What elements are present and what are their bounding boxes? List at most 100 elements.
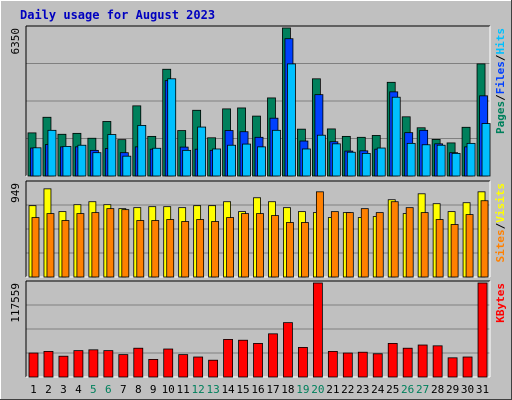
kbytes-bar-kbytes-day-15 xyxy=(238,339,248,378)
day-label-7: 7 xyxy=(120,383,127,396)
hits-files-pages-bar-hits-day-6 xyxy=(107,134,117,177)
day-label-2: 2 xyxy=(45,383,52,396)
kbytes-legend: KBytes xyxy=(494,283,507,323)
kbytes-bar-kbytes-day-19 xyxy=(298,347,308,378)
kbytes-bar-kbytes-day-6 xyxy=(103,350,114,378)
visits-sites-bar-sites-day-6 xyxy=(106,208,115,278)
kbytes-max-label: 117559 xyxy=(9,283,22,323)
kbytes-bar-kbytes-day-30 xyxy=(462,356,473,378)
visits-sites-legend-visits: Visits xyxy=(494,183,507,223)
hits-files-pages-bar-hits-day-4 xyxy=(77,144,87,177)
hits-files-pages-legend-separator: / xyxy=(494,94,507,101)
day-label-5: 5 xyxy=(90,383,97,396)
visits-sites-max-label: 949 xyxy=(9,183,22,203)
hits-files-pages-bar-hits-day-22 xyxy=(346,151,356,177)
hits-files-pages-bar-hits-day-17 xyxy=(272,129,281,177)
day-label-8: 8 xyxy=(135,383,142,396)
hits-files-pages-bar-hits-day-12 xyxy=(197,126,207,177)
kbytes-legend-kbytes: KBytes xyxy=(494,283,507,323)
kbytes-bar-kbytes-day-16 xyxy=(253,343,263,378)
visits-sites-bar-sites-day-3 xyxy=(61,220,70,278)
visits-sites-legend: Sites/Visits xyxy=(494,183,507,263)
visits-sites-bar-sites-day-12 xyxy=(196,219,205,278)
hits-files-pages-bar-hits-day-2 xyxy=(47,129,57,177)
visits-sites-bar-sites-day-15 xyxy=(241,213,249,278)
day-label-4: 4 xyxy=(75,383,82,396)
kbytes-bar-kbytes-day-20 xyxy=(312,282,323,378)
day-label-16: 16 xyxy=(251,383,264,396)
hits-files-pages-legend-files: Files xyxy=(494,61,507,94)
day-label-10: 10 xyxy=(162,383,175,396)
hits-files-pages-bar-hits-day-28 xyxy=(436,144,446,177)
day-label-6: 6 xyxy=(105,383,112,396)
visits-sites-bar-sites-day-23 xyxy=(360,208,369,278)
hits-files-pages-legend-hits: Hits xyxy=(494,28,507,55)
kbytes-bar-kbytes-day-29 xyxy=(447,357,458,378)
kbytes-bar-kbytes-day-24 xyxy=(372,353,383,378)
hits-files-pages-bar-hits-day-14 xyxy=(227,144,236,177)
kbytes-bar-kbytes-day-9 xyxy=(148,359,159,378)
day-label-9: 9 xyxy=(150,383,157,396)
visits-sites-bar-sites-day-16 xyxy=(256,213,264,278)
kbytes-bar-kbytes-day-21 xyxy=(327,351,338,378)
kbytes-bar-kbytes-day-27 xyxy=(417,344,428,378)
visits-sites-bar-sites-day-28 xyxy=(435,219,444,278)
hits-files-pages-bar-hits-day-30 xyxy=(466,142,476,177)
visits-sites-bar-sites-day-2 xyxy=(46,213,55,278)
day-label-24: 24 xyxy=(371,383,385,396)
day-label-14: 14 xyxy=(221,383,235,396)
hits-files-pages-bar-hits-day-20 xyxy=(316,134,326,177)
hits-files-pages-max-label: 6350 xyxy=(9,28,22,55)
day-label-30: 30 xyxy=(461,383,474,396)
visits-sites-bar-sites-day-10 xyxy=(166,219,175,278)
kbytes-bar-kbytes-day-10 xyxy=(163,348,174,378)
hits-files-pages-bar-hits-day-25 xyxy=(391,96,401,177)
day-label-31: 31 xyxy=(476,383,489,396)
kbytes-bar-kbytes-day-23 xyxy=(357,351,368,378)
kbytes-bar-kbytes-day-25 xyxy=(387,343,398,378)
hits-files-pages-legend-pages: Pages xyxy=(494,101,507,134)
visits-sites-bar-sites-day-18 xyxy=(286,222,294,278)
hits-files-pages-bar-hits-day-24 xyxy=(376,147,386,177)
visits-sites-bar-sites-day-9 xyxy=(151,220,160,278)
visits-sites-bar-sites-day-30 xyxy=(465,214,474,278)
day-label-19: 19 xyxy=(296,383,309,396)
hits-files-pages-bar-hits-day-8 xyxy=(137,125,147,177)
visits-sites-legend-sites: Sites xyxy=(494,229,507,262)
kbytes-bar-kbytes-day-2 xyxy=(43,351,54,378)
kbytes-bar-kbytes-day-12 xyxy=(193,356,204,378)
day-label-11: 11 xyxy=(177,383,190,396)
hits-files-pages-legend: Pages/Files/Hits xyxy=(494,28,507,134)
visits-sites-bar-sites-day-8 xyxy=(136,220,145,278)
hits-files-pages-bar-hits-day-9 xyxy=(152,147,162,177)
kbytes-bar-kbytes-day-22 xyxy=(342,352,353,378)
day-label-18: 18 xyxy=(281,383,294,396)
hits-files-pages-bar-hits-day-26 xyxy=(406,142,416,177)
day-label-27: 27 xyxy=(416,383,429,396)
hits-files-pages-bar-hits-day-31 xyxy=(481,123,491,177)
visits-sites-bar-sites-day-4 xyxy=(76,213,85,278)
kbytes-bar-kbytes-day-18 xyxy=(283,322,293,378)
kbytes-bar-kbytes-day-5 xyxy=(88,349,99,378)
visits-sites-legend-separator: / xyxy=(494,222,507,229)
hits-files-pages-bar-hits-day-11 xyxy=(182,149,192,177)
hits-files-pages-bar-hits-day-3 xyxy=(62,145,72,177)
visits-sites-bar-sites-day-27 xyxy=(420,212,429,278)
kbytes-bar-kbytes-day-8 xyxy=(133,347,144,378)
day-label-21: 21 xyxy=(326,383,339,396)
hits-files-pages-bar-hits-day-21 xyxy=(331,143,341,177)
hits-files-pages-bar-hits-day-5 xyxy=(92,152,102,177)
kbytes-bar-kbytes-day-28 xyxy=(432,345,443,378)
hits-files-pages-bar-hits-day-18 xyxy=(287,63,296,177)
visits-sites-bar-sites-day-22 xyxy=(345,212,354,278)
day-label-1: 1 xyxy=(30,383,37,396)
kbytes-bar-kbytes-day-13 xyxy=(208,359,219,378)
visits-sites-bar-sites-day-11 xyxy=(181,221,190,278)
day-label-25: 25 xyxy=(386,383,399,396)
day-label-12: 12 xyxy=(192,383,205,396)
kbytes-bar-kbytes-day-4 xyxy=(73,350,84,378)
day-label-29: 29 xyxy=(446,383,459,396)
kbytes-bar-kbytes-day-7 xyxy=(118,354,129,378)
kbytes-bar-kbytes-day-14 xyxy=(223,339,233,378)
